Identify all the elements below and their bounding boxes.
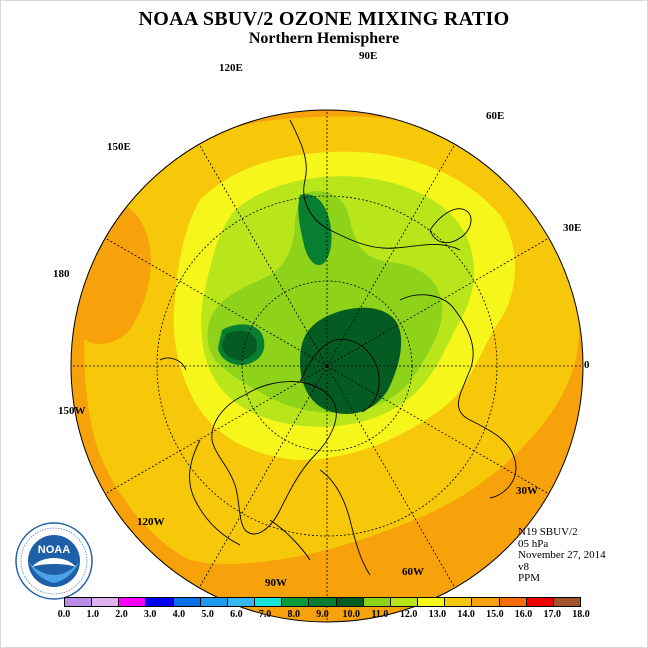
page-title: NOAA SBUV/2 OZONE MIXING RATIO xyxy=(138,8,510,30)
colorbar-swatch xyxy=(499,598,527,606)
colorbar-tick-label: 8.0 xyxy=(287,609,301,620)
map-border xyxy=(70,109,584,623)
graticule xyxy=(71,110,583,622)
colorbar-tick-label: 11.0 xyxy=(371,609,389,620)
contour-darker-green-2 xyxy=(222,330,258,361)
colorbar-swatch xyxy=(309,598,337,606)
colorbar-swatch xyxy=(173,598,201,606)
colorbar-ticks: 0.0 1.0 2.0 3.0 4.0 5.0 6.0 7.0 8.0 9.0 10.0 11.0 12… xyxy=(0,609,648,623)
colorbar-tick-label: 0.0 xyxy=(57,609,71,620)
colorbar-tick-label: 4.0 xyxy=(172,609,186,620)
lon-label-30w: 30W xyxy=(516,485,538,497)
colorbar-tick-label: 16.0 xyxy=(514,609,533,620)
colorbar-swatch xyxy=(445,598,473,606)
lon-label-60w: 60W xyxy=(402,566,424,578)
colorbar-swatch xyxy=(526,598,554,606)
lon-label-120e: 120E xyxy=(219,62,243,74)
contour-dark-green xyxy=(298,194,332,266)
colorbar-swatch xyxy=(472,598,500,606)
colorbar-swatch xyxy=(255,598,283,606)
noaa-logo: NOAA xyxy=(15,522,93,600)
colorbar-swatch xyxy=(227,598,256,606)
colorbar-tick-label: 3.0 xyxy=(143,609,157,620)
noaa-logo-text: NOAA xyxy=(38,544,70,556)
colorbar-tick-label: 18.0 xyxy=(572,609,590,620)
colorbar-swatch xyxy=(65,598,93,606)
colorbar-tick-label: 7.0 xyxy=(258,609,272,620)
lon-label-150w: 150W xyxy=(58,405,86,417)
colorbar-tick-label: 12.0 xyxy=(399,609,418,620)
product-info: N19 SBUV/2 05 hPa November 27, 2014 v8 P… xyxy=(518,526,606,585)
lon-label-60e: 60E xyxy=(486,110,505,122)
colorbar-tick-label: 17.0 xyxy=(543,609,562,620)
colorbar-swatch xyxy=(119,598,147,606)
page-subtitle: Northern Hemisphere xyxy=(248,30,400,47)
info-units: PPM xyxy=(518,572,541,584)
colorbar-swatch xyxy=(282,598,310,606)
lon-label-150e: 150E xyxy=(107,141,131,153)
colorbar-tick-label: 6.0 xyxy=(230,609,243,620)
info-level: 05 hPa xyxy=(518,537,549,550)
colorbar-swatch xyxy=(553,598,580,606)
colorbar-swatch xyxy=(418,598,446,606)
info-date: November 27, 2014 xyxy=(518,549,606,561)
info-instrument: N19 SBUV/2 xyxy=(518,526,578,538)
colorbar-tick-label: 9.0 xyxy=(316,609,329,620)
colorbar-tick-label: 5.0 xyxy=(201,609,214,620)
colorbar-swatch xyxy=(200,598,228,606)
info-version: v8 xyxy=(518,560,529,573)
colorbar xyxy=(64,597,581,607)
colorbar-tick-label: 10.0 xyxy=(342,609,360,620)
colorbar-tick-label: 13.0 xyxy=(428,609,447,620)
lon-label-180: 180 xyxy=(53,268,70,280)
colorbar-swatch xyxy=(336,598,364,606)
lon-label-90w: 90W xyxy=(265,577,287,589)
colorbar-tick-label: 1.0 xyxy=(86,609,99,620)
lon-label-90e: 90E xyxy=(359,50,378,62)
lon-label-30e: 30E xyxy=(563,222,582,234)
colorbar-swatch xyxy=(146,598,174,606)
colorbar-tick-label: 2.0 xyxy=(115,609,128,620)
lon-label-0: 0 xyxy=(584,359,590,371)
colorbar-tick-label: 14.0 xyxy=(457,609,475,620)
colorbar-tick-label: 15.0 xyxy=(486,609,504,620)
lon-label-120w: 120W xyxy=(137,516,165,528)
colorbar-swatch xyxy=(390,598,419,606)
contour-darker-green xyxy=(300,307,402,414)
colorbar-swatch xyxy=(92,598,120,606)
colorbar-swatch xyxy=(363,598,391,606)
